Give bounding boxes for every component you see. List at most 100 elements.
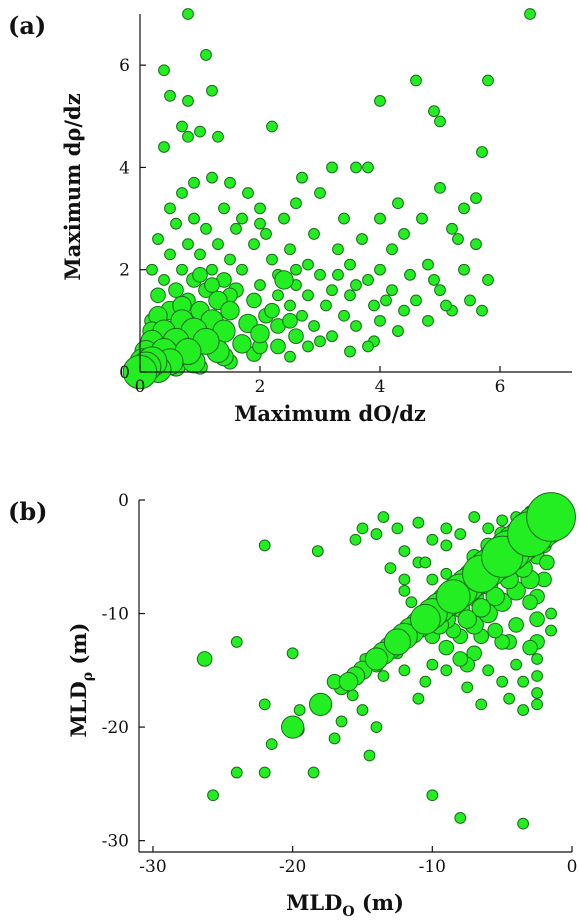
data-point [206, 84, 218, 97]
data-point [426, 789, 439, 802]
data-point [274, 270, 294, 290]
y-tick-label: -20 [102, 718, 129, 738]
data-point [293, 704, 306, 716]
panel-a-ylabel: Maximum dρ/dz [60, 93, 85, 280]
data-point [482, 274, 494, 286]
data-point [254, 202, 266, 215]
data-point [302, 258, 314, 271]
data-point [314, 187, 326, 199]
data-point [204, 277, 220, 293]
x-tick-label: 2 [255, 377, 266, 397]
data-point [364, 647, 389, 671]
x-tick-label: -10 [419, 857, 446, 877]
data-point [370, 528, 383, 540]
data-point [338, 671, 359, 692]
data-point [370, 721, 383, 733]
y-tick-label: -10 [102, 605, 129, 625]
data-point [206, 171, 218, 184]
data-point [326, 284, 338, 297]
data-point [196, 651, 213, 667]
data-point [278, 212, 290, 225]
data-point [434, 284, 446, 297]
data-point [419, 556, 432, 569]
data-point [398, 545, 411, 557]
data-point [220, 300, 240, 321]
data-point [350, 320, 362, 332]
data-point [207, 789, 219, 802]
panel-b-ylabel-sub: ρ [80, 672, 96, 681]
data-point [344, 258, 356, 271]
data-point [482, 664, 495, 677]
data-point [281, 715, 305, 739]
data-point [374, 212, 386, 225]
data-point [377, 670, 390, 682]
data-point [296, 309, 308, 322]
data-point [440, 299, 452, 312]
data-point [335, 715, 348, 728]
data-point [164, 89, 176, 102]
data-point [426, 573, 439, 586]
data-point [464, 294, 476, 307]
data-point [170, 217, 182, 230]
data-point [307, 766, 320, 779]
data-point [168, 282, 184, 298]
data-point [398, 573, 411, 586]
x-tick-label: -20 [279, 857, 306, 877]
y-tick-label: 0 [119, 363, 130, 383]
data-point [476, 146, 488, 158]
data-point [503, 692, 516, 705]
data-point [284, 299, 296, 312]
data-point [454, 528, 467, 540]
data-point [476, 304, 488, 317]
panel-b-ylabel-tail: (m) [66, 623, 91, 672]
data-point [150, 287, 166, 304]
data-point [188, 212, 200, 225]
data-point [419, 675, 432, 688]
data-point [510, 658, 523, 671]
data-point [224, 253, 236, 266]
data-point [296, 171, 308, 184]
data-point [452, 233, 464, 245]
data-point [374, 263, 386, 276]
data-point [332, 268, 344, 281]
data-point [470, 238, 482, 251]
data-point [458, 263, 470, 276]
data-point [258, 698, 271, 711]
data-point [284, 350, 296, 363]
panel-a-label: (a) [8, 11, 46, 40]
data-point [258, 539, 271, 552]
data-point [522, 639, 538, 656]
data-point [377, 511, 390, 523]
data-point [182, 95, 194, 107]
panel-a-xlabel: Maximum dO/dz [234, 401, 426, 426]
x-tick-label: 6 [495, 377, 506, 397]
data-point [466, 645, 483, 662]
data-point [206, 263, 218, 276]
data-point [531, 687, 543, 699]
data-point [426, 658, 439, 671]
data-point [356, 233, 368, 245]
data-point [529, 611, 545, 628]
data-point [496, 514, 509, 527]
data-point [248, 238, 260, 251]
data-point [468, 511, 481, 523]
data-point [344, 345, 356, 358]
data-point [302, 340, 314, 353]
x-tick-label: 0 [135, 377, 146, 397]
data-point [398, 228, 410, 240]
data-point [158, 64, 170, 77]
data-point [526, 492, 576, 542]
data-point [194, 125, 206, 138]
x-tick-label: 0 [567, 857, 578, 877]
data-point [182, 8, 194, 20]
data-point [362, 274, 374, 286]
data-point [260, 228, 272, 240]
data-point [487, 622, 503, 639]
data-point [282, 313, 298, 329]
y-tick-label: 2 [119, 261, 130, 281]
panel-b-label: (b) [8, 497, 48, 526]
data-point [531, 698, 543, 711]
data-point [194, 248, 206, 261]
data-point [416, 212, 428, 225]
